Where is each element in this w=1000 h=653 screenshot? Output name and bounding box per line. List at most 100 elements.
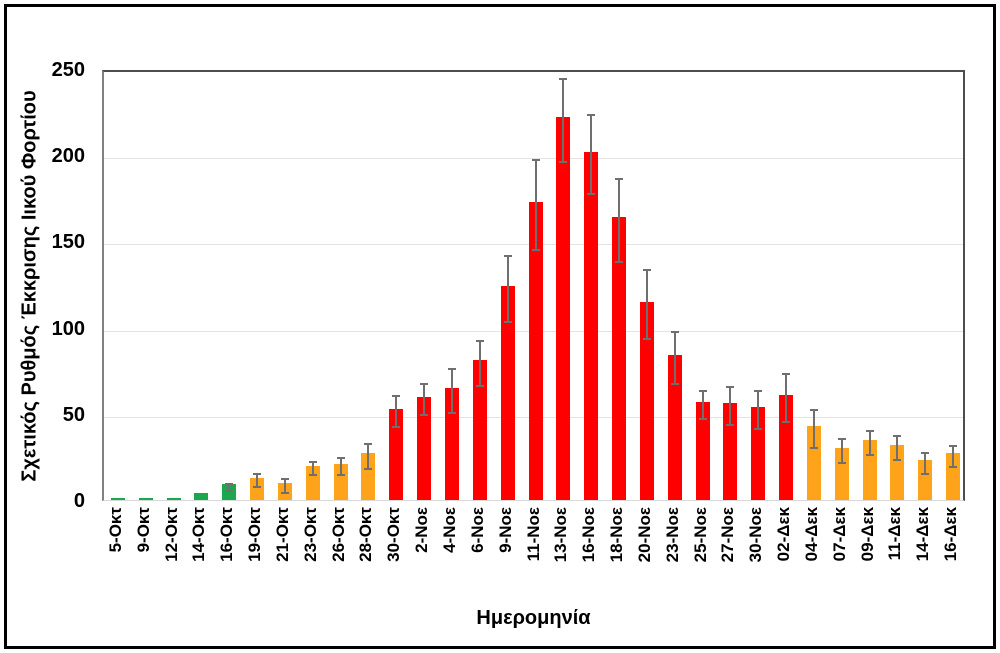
- error-bar-cap: [280, 491, 289, 494]
- error-bar: [562, 78, 565, 162]
- x-tick-label: 27-Νοε: [718, 507, 738, 563]
- x-tick-label: 2-Νοε: [412, 507, 432, 553]
- x-tick-label: 21-Οκτ: [272, 507, 292, 562]
- error-bar: [228, 484, 231, 491]
- bar: [639, 301, 654, 500]
- error-bar: [645, 270, 648, 340]
- error-bar: [367, 444, 370, 469]
- error-bar-cap: [587, 114, 596, 117]
- bar: [556, 117, 571, 500]
- x-tick-label: 20-Νοε: [634, 507, 654, 563]
- error-bar-cap: [559, 160, 568, 163]
- y-tick-label: 200: [51, 145, 85, 168]
- error-bar-cap: [865, 453, 874, 456]
- x-tick-label: 9-Νοε: [495, 507, 515, 553]
- bar: [138, 498, 153, 500]
- error-bar-cap: [837, 462, 846, 465]
- error-bar-cap: [364, 443, 373, 446]
- bar: [222, 484, 237, 500]
- error-bar-cap: [308, 474, 317, 477]
- error-bar-cap: [726, 424, 735, 427]
- bar: [667, 355, 682, 500]
- error-bar: [534, 159, 537, 250]
- plot-area: [102, 70, 965, 501]
- error-bar: [785, 373, 788, 422]
- x-tick-label: 02-Δεκ: [774, 507, 794, 562]
- error-bar: [812, 409, 815, 448]
- error-bar: [450, 368, 453, 414]
- x-tick-label: 11-Δεκ: [885, 507, 905, 561]
- y-tick-label: 50: [62, 403, 85, 426]
- x-tick-label: 30-Οκτ: [384, 507, 404, 562]
- error-bar: [283, 478, 286, 493]
- x-tick-label: 13-Νοε: [551, 507, 571, 563]
- x-tick-label: 14-Οκτ: [189, 507, 209, 562]
- bar: [194, 493, 209, 500]
- error-bar-cap: [670, 383, 679, 386]
- bar: [918, 460, 933, 500]
- error-bar-cap: [225, 483, 234, 486]
- error-bar-cap: [698, 389, 707, 392]
- error-bar: [423, 384, 426, 416]
- error-bar: [701, 390, 704, 419]
- error-bar: [339, 458, 342, 476]
- bar: [584, 151, 599, 500]
- error-bar-cap: [615, 260, 624, 263]
- x-tick-label: 23-Οκτ: [300, 507, 320, 562]
- x-tick-label: 12-Οκτ: [161, 507, 181, 562]
- bar: [389, 408, 404, 500]
- x-tick-label: 19-Οκτ: [245, 507, 265, 562]
- x-tick-label: 04-Δεκ: [801, 507, 821, 562]
- x-tick-label: 25-Νοε: [690, 507, 710, 563]
- error-bar: [896, 435, 899, 460]
- error-bar-cap: [503, 320, 512, 323]
- error-bar-cap: [475, 339, 484, 342]
- error-bar: [840, 439, 843, 464]
- bar: [834, 448, 849, 500]
- error-bar-cap: [615, 177, 624, 180]
- gridline: [104, 158, 963, 160]
- error-bar-cap: [364, 467, 373, 470]
- error-bar: [395, 396, 398, 428]
- error-bar: [924, 453, 927, 474]
- bar: [417, 396, 432, 500]
- x-tick-label: 11-Νοε: [523, 507, 543, 562]
- error-bar-cap: [447, 367, 456, 370]
- error-bar: [952, 446, 955, 467]
- x-tick-label: 16-Οκτ: [217, 507, 237, 562]
- error-bar-cap: [475, 384, 484, 387]
- x-tick-label: 16-Νοε: [579, 507, 599, 563]
- error-bar-cap: [253, 486, 262, 489]
- error-bar-cap: [336, 474, 345, 477]
- error-bar: [478, 340, 481, 386]
- error-bar: [311, 461, 314, 476]
- y-tick-label: 150: [51, 231, 85, 254]
- error-bar-cap: [420, 383, 429, 386]
- error-bar-cap: [308, 460, 317, 463]
- error-bar-cap: [531, 158, 540, 161]
- error-bar: [729, 387, 732, 426]
- bar: [333, 463, 348, 500]
- error-bar: [256, 473, 259, 488]
- y-tick-label: 250: [51, 59, 85, 81]
- error-bar-cap: [726, 386, 735, 389]
- bar: [472, 360, 487, 500]
- y-tick-label: 0: [73, 490, 85, 512]
- error-bar-cap: [837, 438, 846, 441]
- error-bar-cap: [531, 248, 540, 251]
- bar: [751, 406, 766, 500]
- x-tick-label: 30-Νοε: [746, 507, 766, 563]
- bar: [890, 444, 905, 500]
- error-bar-cap: [447, 412, 456, 415]
- bar: [946, 453, 961, 500]
- error-bar-cap: [865, 429, 874, 432]
- x-tick-label: 28-Οκτ: [356, 507, 376, 562]
- error-bar: [618, 178, 621, 262]
- bar: [806, 425, 821, 500]
- error-bar-cap: [921, 472, 930, 475]
- bar: [612, 217, 627, 500]
- error-bar: [673, 332, 676, 385]
- error-bar-cap: [642, 269, 651, 272]
- error-bar-cap: [949, 445, 958, 448]
- error-bar-cap: [253, 472, 262, 475]
